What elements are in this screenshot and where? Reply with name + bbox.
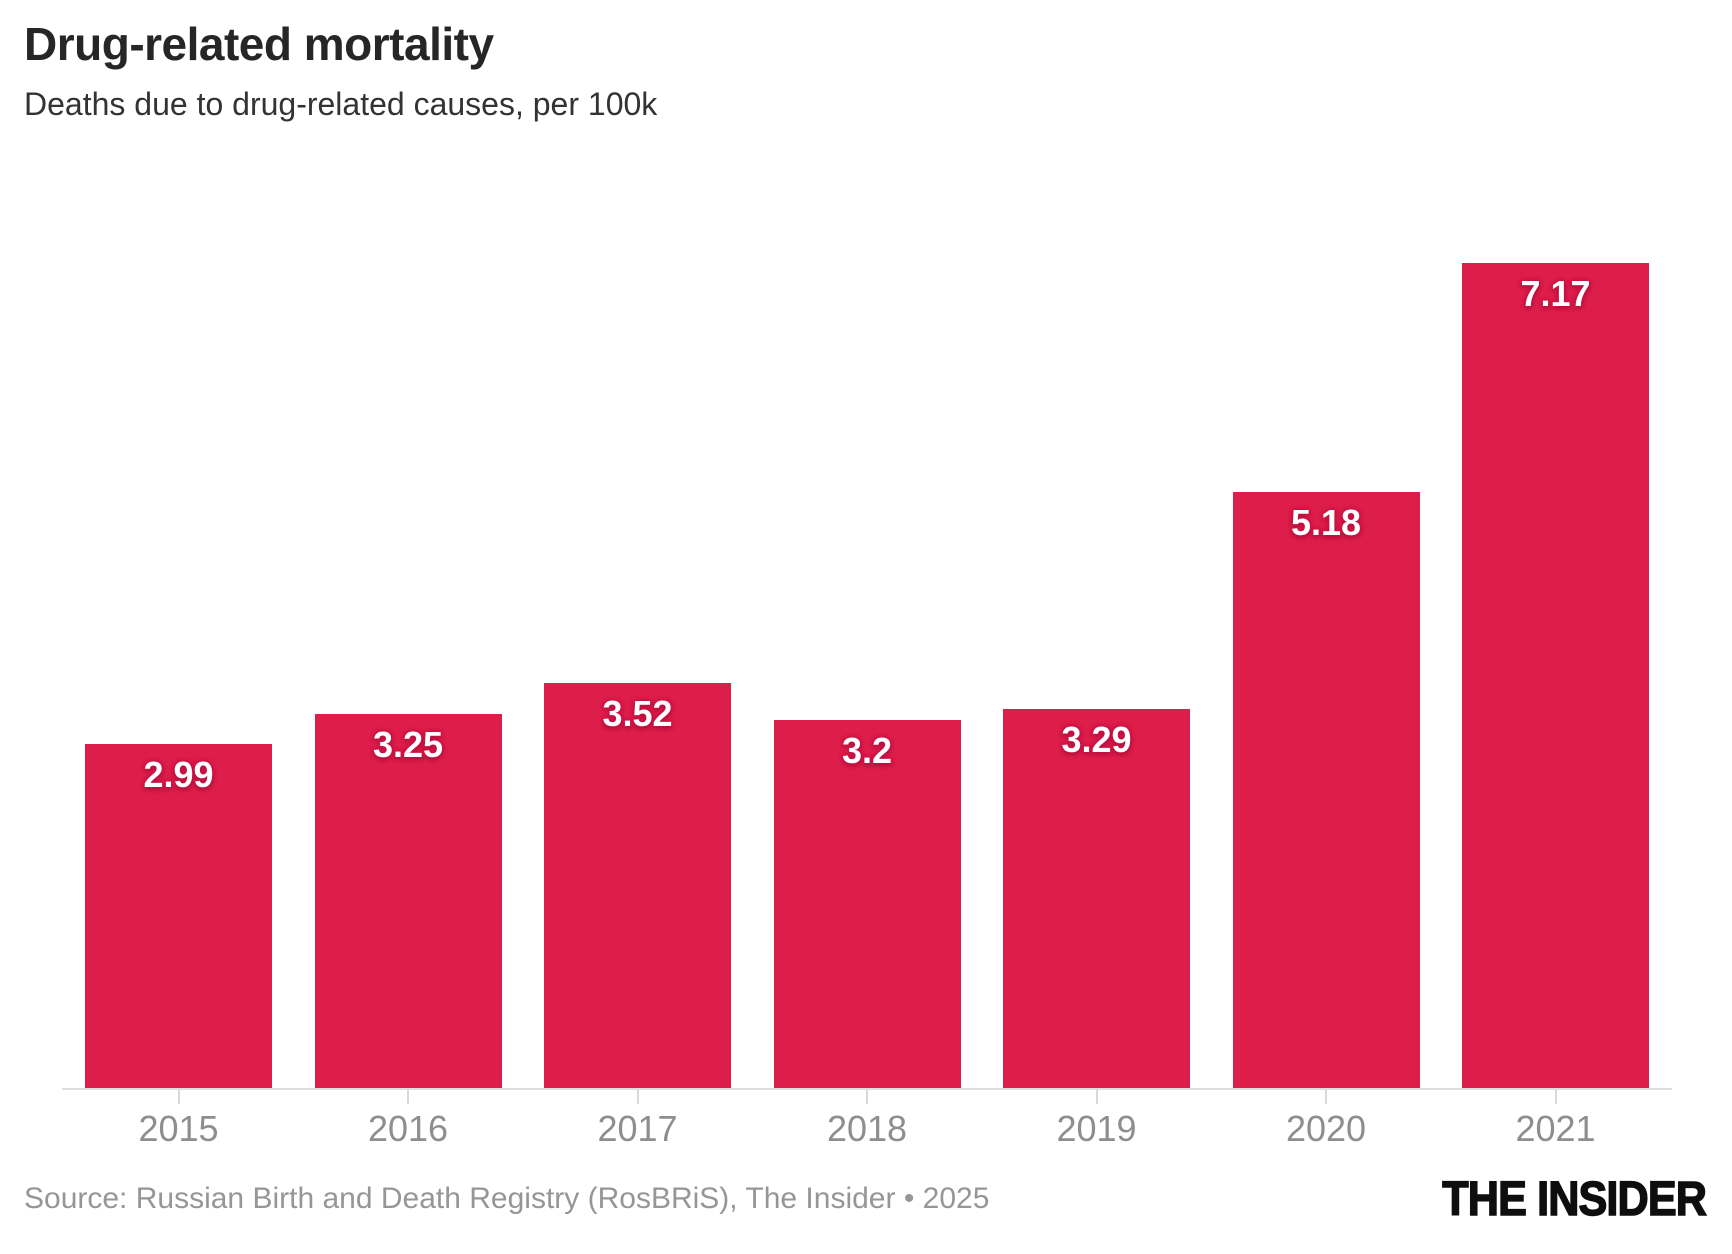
page-title: Drug-related mortality bbox=[24, 18, 494, 70]
bar-value-label-2016: 3.25 bbox=[372, 724, 444, 765]
x-axis-cell-2020: 2020 bbox=[1233, 1090, 1420, 1150]
x-axis-baseline: 2015 2016 2017 2018 2019 2020 2021 bbox=[62, 1088, 1672, 1150]
plot-area: 2.99 3.25 3.52 3.2 3.29 5.18 7.17 bbox=[62, 263, 1672, 1088]
bar-value-label-2020: 5.18 bbox=[1290, 502, 1362, 543]
x-axis-tick bbox=[1554, 1090, 1557, 1104]
page-subtitle: Deaths due to drug-related causes, per 1… bbox=[24, 86, 658, 123]
x-axis-label-2015: 2015 bbox=[138, 1108, 219, 1149]
chart-footer: Source: Russian Birth and Death Registry… bbox=[24, 1168, 1708, 1230]
bar-2021[interactable]: 7.17 bbox=[1462, 263, 1649, 1088]
bar-2017[interactable]: 3.52 bbox=[544, 683, 731, 1088]
bar-value-label-2017: 3.52 bbox=[602, 693, 673, 734]
bar-value-label-2018: 3.2 bbox=[841, 730, 893, 771]
x-axis-cell-2015: 2015 bbox=[85, 1090, 272, 1150]
x-axis-label-2021: 2021 bbox=[1515, 1108, 1596, 1149]
x-axis-cell-2018: 2018 bbox=[774, 1090, 961, 1150]
x-axis-tick bbox=[407, 1090, 409, 1104]
bar-2016[interactable]: 3.25 bbox=[314, 714, 502, 1088]
x-axis-tick bbox=[636, 1090, 639, 1104]
x-axis-cell-2017: 2017 bbox=[544, 1090, 731, 1150]
x-axis-label-2019: 2019 bbox=[1056, 1108, 1137, 1149]
x-axis-label-2018: 2018 bbox=[826, 1108, 908, 1149]
bar-value-label-2015: 2.99 bbox=[143, 754, 214, 795]
x-axis-label-2017: 2017 bbox=[597, 1108, 678, 1149]
x-axis-label-2020: 2020 bbox=[1285, 1108, 1367, 1149]
bar-2020[interactable]: 5.18 bbox=[1232, 492, 1420, 1088]
bar-value-label-2021: 7.17 bbox=[1520, 273, 1591, 314]
the-insider-logo: THE INSIDER bbox=[1442, 1172, 1708, 1227]
x-axis-cell-2016: 2016 bbox=[315, 1090, 502, 1150]
source-text: Source: Russian Birth and Death Registry… bbox=[24, 1182, 990, 1215]
bar-2019[interactable]: 3.29 bbox=[1003, 709, 1190, 1088]
x-axis-tick bbox=[177, 1090, 180, 1104]
x-axis-cell-2021: 2021 bbox=[1462, 1090, 1649, 1150]
x-axis-cell-2019: 2019 bbox=[1003, 1090, 1190, 1150]
x-axis-tick bbox=[1325, 1090, 1327, 1104]
x-axis-tick bbox=[866, 1090, 868, 1104]
bar-2015[interactable]: 2.99 bbox=[85, 744, 272, 1088]
x-axis-tick bbox=[1095, 1090, 1098, 1104]
bar-2018[interactable]: 3.2 bbox=[773, 720, 961, 1088]
chart-header: Drug-related mortality Deaths due to dru… bbox=[24, 20, 657, 123]
x-axis-label-2016: 2016 bbox=[367, 1108, 449, 1149]
bar-value-label-2019: 3.29 bbox=[1061, 719, 1132, 760]
